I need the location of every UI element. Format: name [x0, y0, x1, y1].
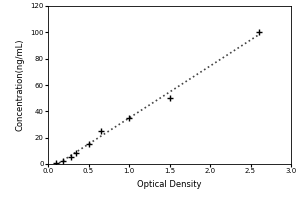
Y-axis label: Concentration(ng/mL): Concentration(ng/mL)	[16, 39, 25, 131]
X-axis label: Optical Density: Optical Density	[137, 180, 202, 189]
